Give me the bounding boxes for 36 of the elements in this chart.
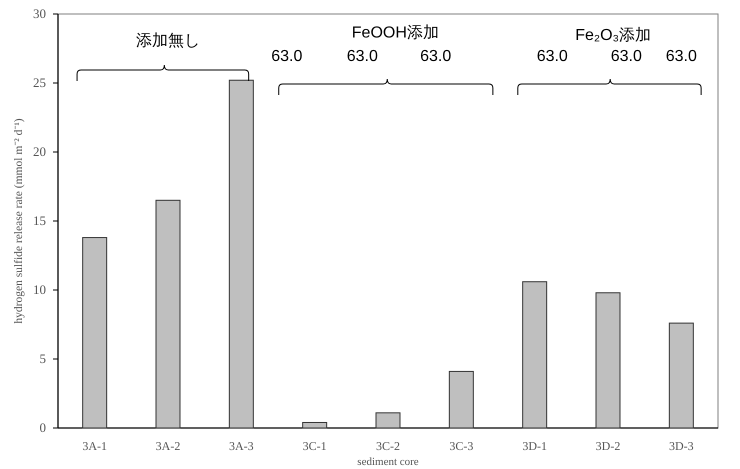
annotation: 添加無し bbox=[136, 32, 200, 50]
y-tick-label: 25 bbox=[33, 75, 46, 90]
y-tick-label: 10 bbox=[33, 282, 46, 297]
bar bbox=[82, 237, 108, 428]
bar bbox=[156, 200, 180, 428]
annotation: 63.0 bbox=[271, 48, 302, 65]
annotation: Fe₂O₃添加 bbox=[575, 26, 652, 44]
y-tick-label: 20 bbox=[33, 144, 46, 159]
annotation: 63.0 bbox=[610, 48, 642, 65]
bar bbox=[596, 292, 620, 428]
bar bbox=[668, 322, 694, 428]
annotation: 63.0 bbox=[420, 48, 452, 65]
bar bbox=[228, 80, 254, 428]
annotation: FeOOH添加 bbox=[352, 23, 439, 42]
x-tick-label: 3A-3 bbox=[228, 439, 254, 453]
bar bbox=[376, 412, 400, 428]
y-tick-label: 5 bbox=[40, 351, 46, 366]
bar bbox=[522, 281, 548, 428]
annotation: 63.0 bbox=[666, 48, 698, 65]
y-tick-label: 0 bbox=[40, 420, 46, 435]
y-axis-title: hydrogen sulfide release rate (mmol m⁻² d⁻¹) bbox=[13, 118, 25, 324]
x-tick-label: 3C-2 bbox=[376, 439, 400, 453]
bar bbox=[302, 422, 328, 428]
y-tick-label: 15 bbox=[33, 213, 46, 228]
x-tick-label: 3D-3 bbox=[668, 439, 694, 453]
x-tick-label: 3C-1 bbox=[302, 439, 327, 453]
y-tick-label: 30 bbox=[33, 6, 46, 21]
x-tick-label: 3A-1 bbox=[82, 439, 108, 453]
x-tick-label: 3A-2 bbox=[156, 439, 180, 453]
bar bbox=[448, 370, 474, 428]
annotation: 63.0 bbox=[346, 48, 378, 65]
x-tick-label: 3D-2 bbox=[596, 439, 620, 453]
x-tick-label: 3C-3 bbox=[449, 439, 474, 453]
x-axis-title: sediment core bbox=[357, 456, 419, 468]
x-tick-label: 3D-1 bbox=[522, 439, 548, 453]
annotation: 63.0 bbox=[536, 48, 568, 65]
